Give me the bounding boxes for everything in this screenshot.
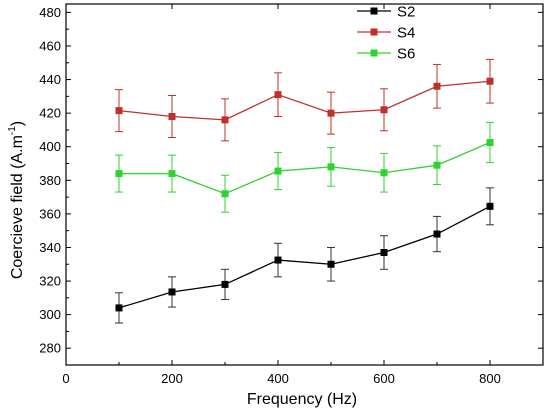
data-point — [274, 167, 282, 175]
y-axis-label-close: ) — [9, 121, 26, 126]
legend-label: S2 — [397, 4, 415, 21]
y-tick-label: 440 — [39, 72, 61, 87]
y-tick-label: 480 — [39, 5, 61, 20]
y-tick-label: 400 — [39, 139, 61, 154]
axes: 0 200 400 600 800 280 300 320 340 360 380 400 420 440… — [39, 3, 544, 386]
y-axis-label-main: Coercieve field (A.m — [9, 135, 26, 279]
x-tick-label: 0 — [62, 371, 69, 386]
data-point — [274, 256, 282, 264]
data-point — [274, 91, 282, 99]
x-tick-label: 400 — [267, 371, 289, 386]
data-point — [327, 163, 335, 171]
y-tick-label: 420 — [39, 106, 61, 121]
data-point — [115, 107, 123, 115]
legend-label: S6 — [397, 46, 415, 63]
data-point — [433, 230, 441, 238]
series-line — [118, 205, 491, 309]
data-point — [380, 169, 388, 177]
y-tick-label: 460 — [39, 38, 61, 53]
data-point — [486, 139, 494, 147]
data-point — [221, 280, 229, 288]
data-point — [486, 77, 494, 85]
series-s6 — [115, 121, 494, 213]
series-s4 — [115, 58, 494, 142]
data-point — [221, 116, 229, 124]
y-tick-label: 360 — [39, 206, 61, 221]
y-tick-label: 340 — [39, 240, 61, 255]
legend-marker — [370, 7, 378, 15]
data-point — [327, 260, 335, 268]
legend: S2 S4 S6 — [357, 4, 415, 63]
y-tick-label: 320 — [39, 274, 61, 289]
data-point — [486, 202, 494, 210]
x-tick-label: 200 — [161, 371, 183, 386]
y-axis-label-superscript: -1 — [7, 126, 18, 135]
data-point — [168, 288, 176, 296]
data-point — [221, 190, 229, 198]
data-point — [168, 112, 176, 120]
plot-frame — [65, 3, 544, 366]
y-tick-label: 380 — [39, 173, 61, 188]
legend-label: S4 — [397, 25, 415, 42]
data-point — [115, 170, 123, 178]
y-tick-label: 300 — [39, 307, 61, 322]
series-s2 — [115, 187, 494, 324]
x-tick-label: 600 — [373, 371, 395, 386]
x-axis-label: Frequency (Hz) — [247, 391, 357, 408]
y-axis-label: Coercieve field (A.m-1) — [7, 121, 26, 279]
series-line — [118, 80, 491, 121]
legend-item-s6: S6 — [357, 46, 415, 63]
x-tick-label: 800 — [479, 371, 501, 386]
data-point — [115, 304, 123, 312]
legend-marker — [370, 28, 378, 36]
data-point — [433, 161, 441, 169]
data-point — [168, 170, 176, 178]
legend-item-s4: S4 — [357, 25, 415, 42]
series-line — [119, 141, 491, 195]
data-point — [327, 109, 335, 117]
series-layer — [115, 58, 494, 324]
data-point — [433, 82, 441, 90]
data-point — [380, 249, 388, 257]
data-point — [380, 106, 388, 114]
legend-item-s2: S2 — [357, 4, 415, 21]
y-tick-label: 280 — [39, 341, 61, 356]
legend-marker — [370, 49, 378, 57]
